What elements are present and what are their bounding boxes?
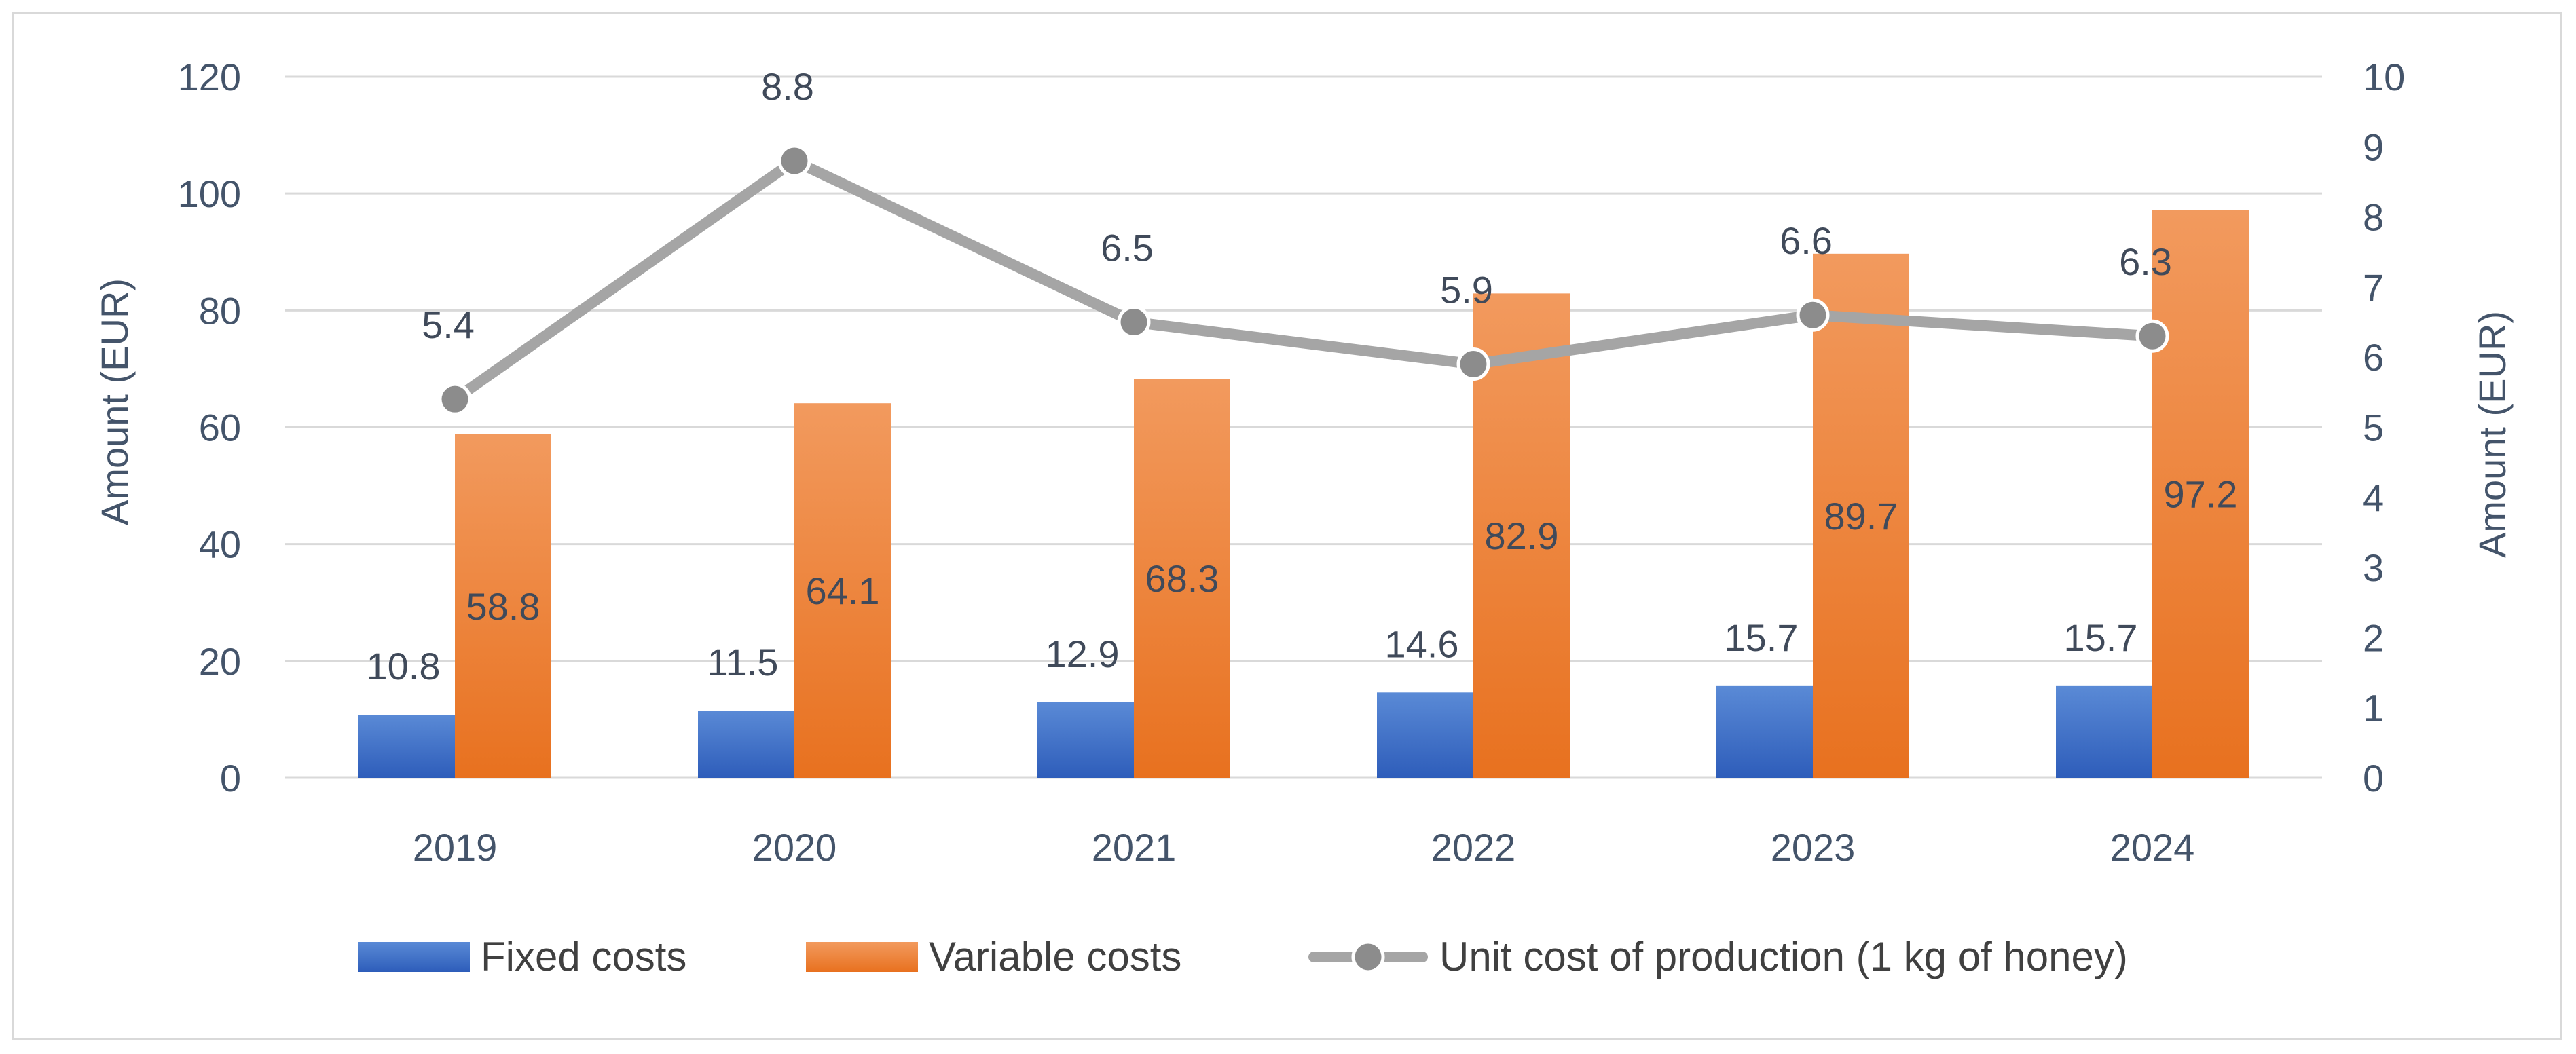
y-right-tick-label: 9 <box>2363 126 2384 168</box>
data-label-fixed: 15.7 <box>1725 616 1799 659</box>
y-left-tick-label: 120 <box>178 56 241 98</box>
data-label-unit-cost: 6.5 <box>1101 227 1154 269</box>
bar-fixed-costs <box>1037 702 1134 778</box>
y-right-tick-label: 6 <box>2363 336 2384 379</box>
data-label-fixed: 12.9 <box>1046 633 1120 675</box>
unit-cost-polyline <box>449 155 2158 405</box>
bar-fixed-costs <box>1716 685 1813 778</box>
bars <box>358 210 2249 778</box>
bar-fixed-costs <box>698 711 794 778</box>
y-right-tick-label: 4 <box>2363 476 2384 519</box>
data-label-variable: 68.3 <box>1145 557 1219 600</box>
data-label-fixed: 11.5 <box>707 641 779 683</box>
unit-cost-marker <box>1796 298 1830 332</box>
legend-swatch-unit-cost-marker <box>1351 940 1385 974</box>
data-label-fixed: 10.8 <box>367 645 441 688</box>
data-label-unit-cost: 6.3 <box>2119 240 2172 283</box>
data-label-variable: 97.2 <box>2164 473 2238 516</box>
data-label-unit-cost: 5.9 <box>1440 269 1493 312</box>
bar-variable-costs <box>1813 253 1909 778</box>
x-tick-label: 2024 <box>2110 826 2195 869</box>
y-right-tick-label: 8 <box>2363 196 2384 239</box>
data-label-fixed: 15.7 <box>2064 616 2138 659</box>
unit-cost-marker <box>1117 305 1151 339</box>
y-right-tick-label: 10 <box>2363 56 2405 98</box>
y-right-tick-label: 1 <box>2363 687 2384 730</box>
legend-label-fixed-costs: Fixed costs <box>481 934 686 979</box>
y-right-tick-label: 2 <box>2363 616 2384 659</box>
bar-variable-costs <box>1134 379 1230 778</box>
axes: 0 20 40 60 80 100 120 0 1 2 3 4 5 6 7 8 9 10 2019 2020 2021 2… <box>178 56 2406 869</box>
y-left-tick-label: 100 <box>178 172 241 215</box>
unit-cost-marker <box>777 144 811 178</box>
bar-variable-costs <box>794 403 891 778</box>
x-tick-label: 2021 <box>1092 826 1177 869</box>
y-axis-right-title: Amount (EUR) <box>2471 311 2514 558</box>
y-left-tick-label: 80 <box>199 289 241 332</box>
data-labels: 10.8 58.8 11.5 64.1 12.9 68.3 14.6 82.9 15.7 89.7… <box>367 65 2238 688</box>
bar-fixed-costs <box>358 715 455 778</box>
y-right-tick-label: 0 <box>2363 757 2384 799</box>
legend-label-unit-cost: Unit cost of production (1 kg of honey) <box>1439 934 2128 979</box>
data-label-unit-cost: 6.6 <box>1780 219 1833 262</box>
data-label-unit-cost: 5.4 <box>422 303 475 346</box>
y-left-tick-label: 40 <box>199 523 241 566</box>
y-right-tick-label: 3 <box>2363 546 2384 589</box>
x-tick-label: 2019 <box>413 826 498 869</box>
data-label-variable: 64.1 <box>806 569 880 612</box>
y-right-tick-label: 5 <box>2363 407 2384 449</box>
legend-swatch-variable-costs <box>806 942 918 972</box>
unit-cost-marker <box>1456 347 1490 381</box>
data-label-fixed: 14.6 <box>1385 622 1459 665</box>
y-left-tick-label: 20 <box>199 640 241 683</box>
unit-cost-marker <box>438 382 472 416</box>
bar-variable-costs <box>1473 293 1570 778</box>
bar-fixed-costs <box>1377 692 1473 778</box>
chart-frame <box>12 12 2562 1040</box>
bar-variable-costs <box>455 434 551 778</box>
legend: Fixed costs Variable costs Unit cost of pr… <box>358 934 2128 979</box>
bar-fixed-costs <box>2056 685 2152 778</box>
y-left-tick-label: 0 <box>220 757 241 799</box>
y-left-tick-label: 60 <box>199 407 241 449</box>
data-label-variable: 82.9 <box>1485 514 1559 557</box>
x-tick-label: 2023 <box>1771 826 1856 869</box>
data-label-variable: 89.7 <box>1824 495 1898 538</box>
legend-swatch-fixed-costs <box>358 942 470 972</box>
unit-cost-line <box>438 144 2169 416</box>
legend-label-variable-costs: Variable costs <box>929 934 1181 979</box>
x-tick-label: 2020 <box>752 826 837 869</box>
data-label-variable: 58.8 <box>466 585 540 628</box>
bar-variable-costs <box>2152 210 2249 778</box>
data-label-unit-cost: 8.8 <box>761 65 814 108</box>
unit-cost-marker <box>2135 319 2169 353</box>
x-tick-label: 2022 <box>1431 826 1516 869</box>
y-right-tick-label: 7 <box>2363 266 2384 309</box>
y-axis-left-title: Amount (EUR) <box>93 278 136 525</box>
gridlines <box>285 75 2322 779</box>
